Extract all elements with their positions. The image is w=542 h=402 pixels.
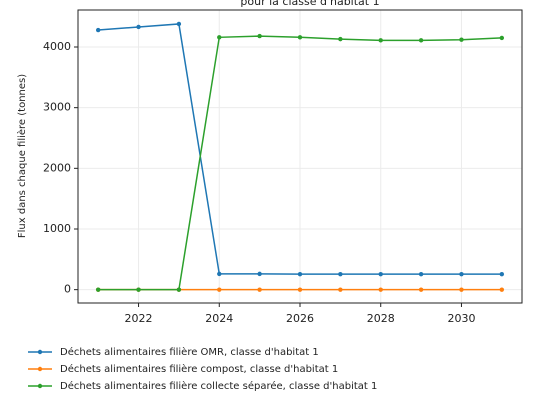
data-point <box>499 35 505 41</box>
data-point <box>217 35 222 40</box>
y-tick-label: 1000 <box>43 222 71 235</box>
data-point <box>176 287 182 292</box>
legend-marker <box>37 349 43 355</box>
legend-label: Déchets alimentaires filière collecte sé… <box>60 380 377 392</box>
legend-marker <box>37 383 43 389</box>
data-point <box>418 271 424 277</box>
data-point <box>136 24 141 30</box>
data-point <box>338 271 343 277</box>
data-point <box>95 287 101 292</box>
data-point <box>297 271 303 277</box>
x-tick-label: 2022 <box>125 312 153 325</box>
x-tick-label: 2026 <box>286 312 314 325</box>
legend-label: Déchets alimentaires filière compost, cl… <box>60 363 338 375</box>
x-tick-label: 2030 <box>447 312 475 325</box>
data-point <box>338 287 343 292</box>
data-point <box>459 271 464 277</box>
legend-marker <box>37 366 43 372</box>
x-tick-label: 2024 <box>205 312 233 325</box>
data-point <box>499 287 505 292</box>
data-point <box>217 287 222 292</box>
x-tick-label: 2028 <box>367 312 395 325</box>
data-point <box>297 287 303 292</box>
data-point <box>459 37 464 42</box>
chart-title: pour la classe d'habitat 1 <box>240 0 379 8</box>
y-tick-label: 2000 <box>43 161 71 174</box>
data-point <box>418 38 424 43</box>
data-point <box>297 35 303 40</box>
data-point <box>378 38 383 43</box>
y-tick-label: 0 <box>64 283 71 296</box>
data-point <box>499 271 505 277</box>
plot-frame <box>77 9 523 304</box>
y-tick-label: 3000 <box>43 101 71 114</box>
data-point <box>95 27 101 33</box>
data-point <box>257 33 262 39</box>
data-point <box>378 271 383 277</box>
data-point <box>378 287 383 292</box>
data-point <box>176 21 182 27</box>
data-point <box>136 287 141 292</box>
legend-label: Déchets alimentaires filière OMR, classe… <box>60 346 319 358</box>
data-point <box>257 271 262 277</box>
data-point <box>338 36 343 42</box>
data-point <box>418 287 424 292</box>
data-point <box>459 287 464 292</box>
y-axis-label: Flux dans chaque filière (tonnes) <box>16 74 28 238</box>
data-point <box>217 271 222 277</box>
data-point <box>257 287 262 292</box>
y-tick-label: 4000 <box>43 40 71 53</box>
